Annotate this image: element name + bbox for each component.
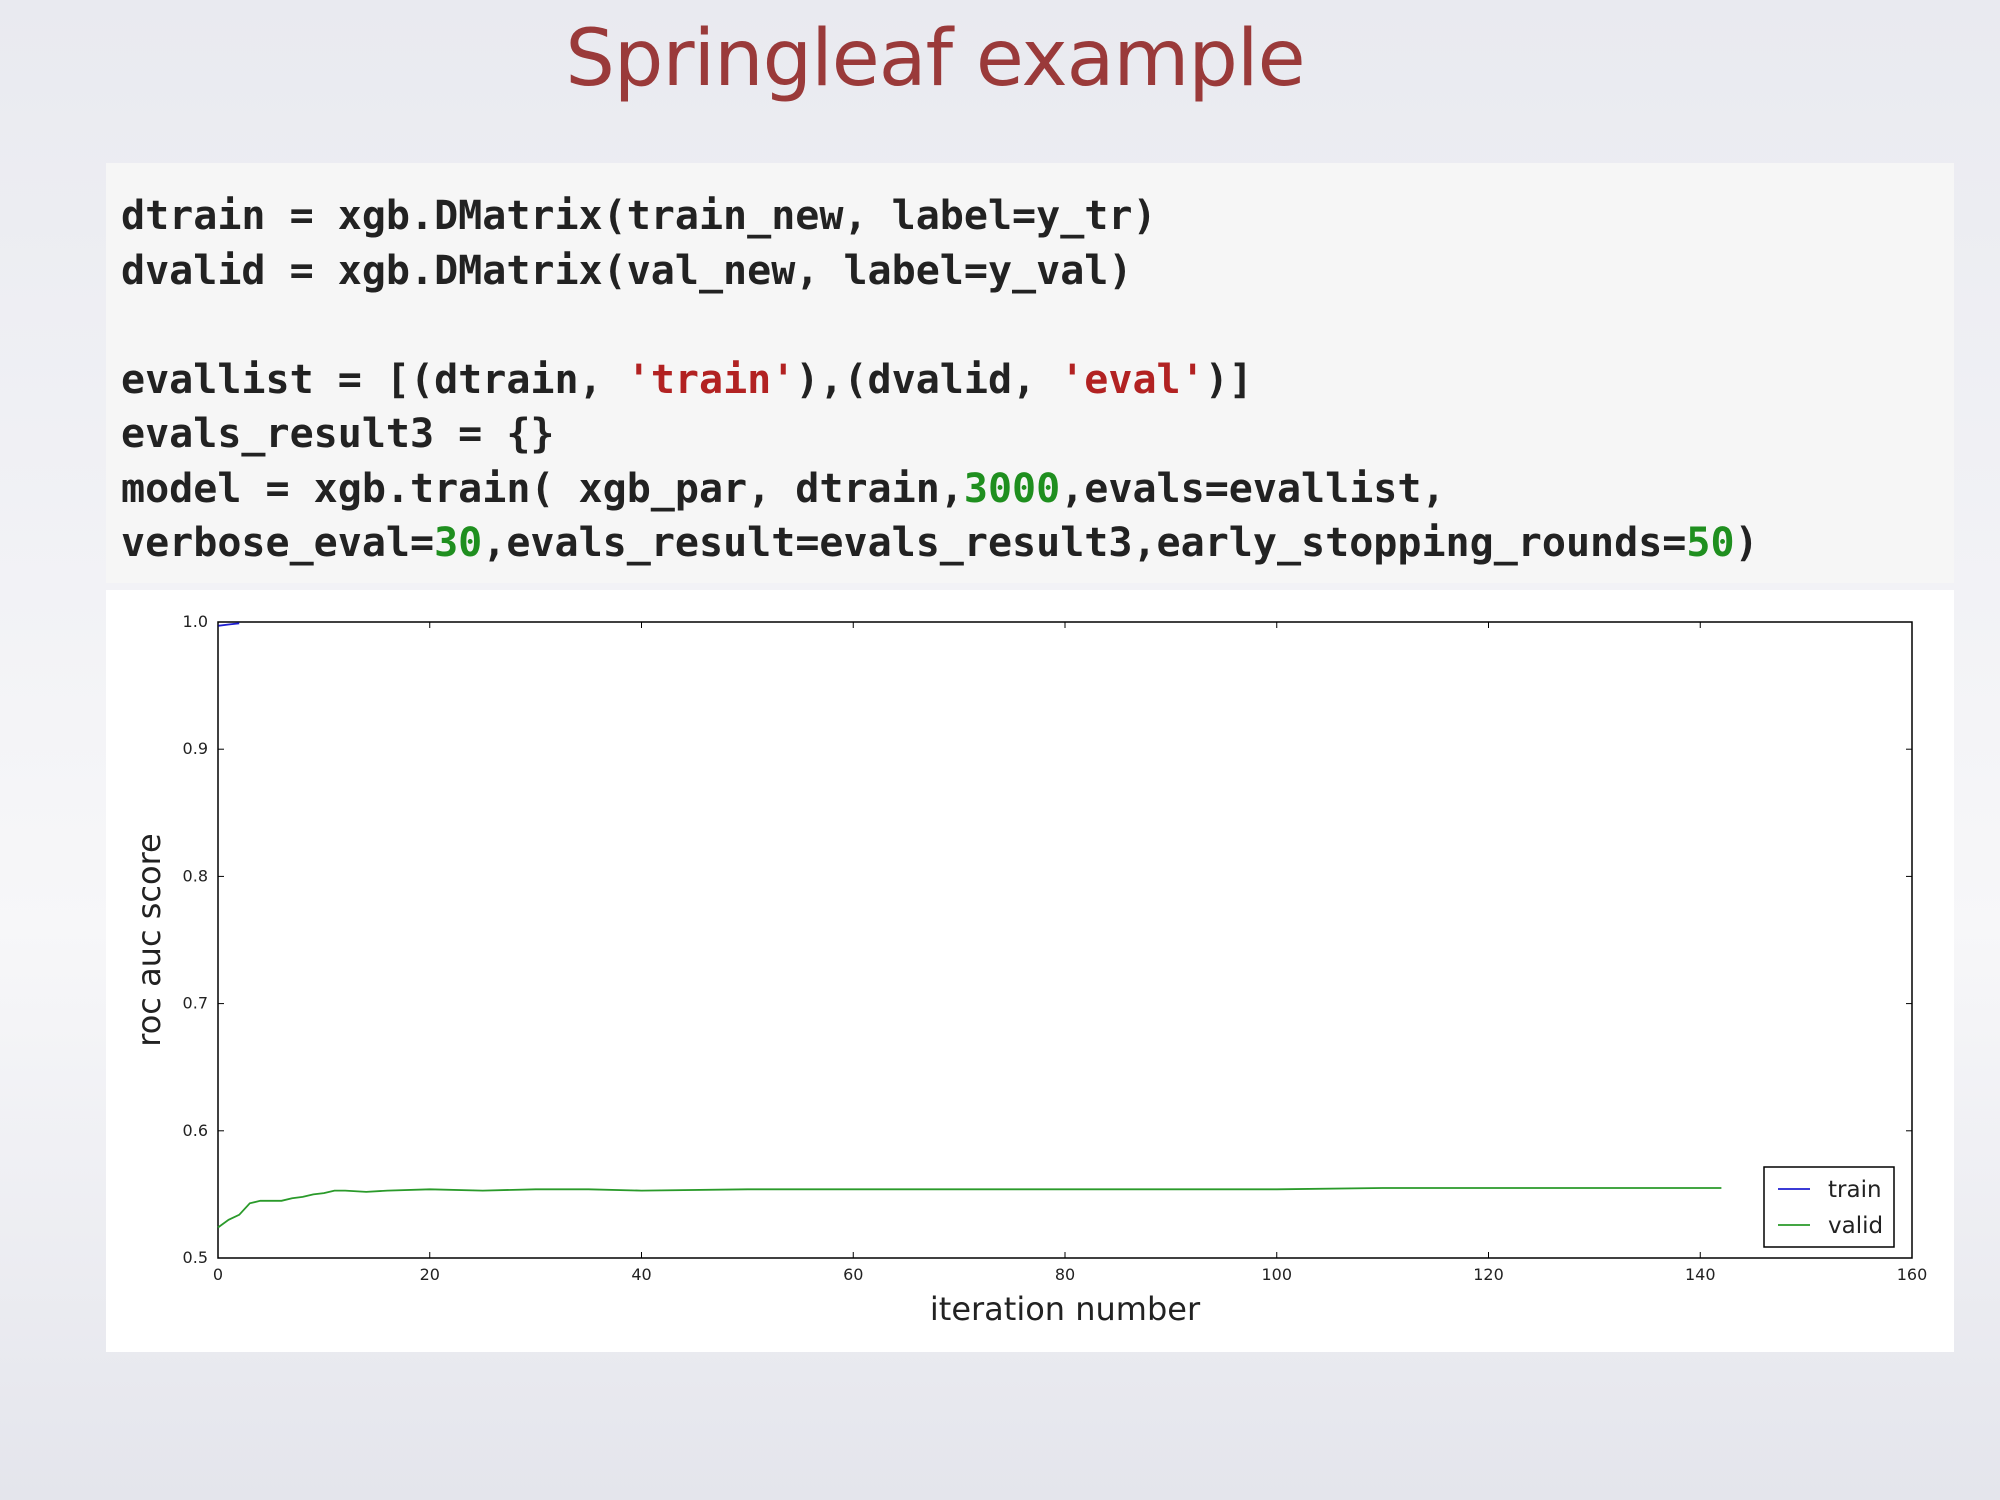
code-text: model = xgb.train( xgb_par, dtrain, xyxy=(121,465,964,512)
x-tick-label: 140 xyxy=(1685,1265,1716,1284)
series-line-train xyxy=(217,622,240,627)
code-block: dtrain = xgb.DMatrix(train_new, label=y_… xyxy=(106,163,1954,583)
x-axis-label: iteration number xyxy=(930,1290,1201,1328)
chart-legend: train valid xyxy=(1763,1166,1895,1248)
tick-layer: 0 20 40 60 80 100 120 140 160 0.5 0.6 0.7 0.8 0.9 1.0 xyxy=(183,612,1928,1284)
x-tick-label: 80 xyxy=(1055,1265,1075,1284)
plot-frame xyxy=(217,621,1913,1259)
x-tick-label: 120 xyxy=(1473,1265,1504,1284)
y-axis-label: roc auc score xyxy=(130,833,168,1046)
legend-label-valid: valid xyxy=(1828,1213,1883,1239)
code-text: ,evals=evallist, xyxy=(1060,465,1446,512)
y-tick-label: 0.7 xyxy=(183,994,208,1013)
code-number-30: 30 xyxy=(434,520,483,566)
x-tick-label: 100 xyxy=(1261,1265,1292,1284)
x-tick-label: 20 xyxy=(420,1265,440,1284)
code-line-3: evallist = [(dtrain, 'train'),(dvalid, '… xyxy=(121,353,1954,408)
code-string-train: 'train' xyxy=(626,356,796,403)
x-tick-label: 40 xyxy=(631,1265,651,1284)
y-tick-label: 0.6 xyxy=(183,1121,208,1140)
chart-panel: 0 20 40 60 80 100 120 140 160 0.5 0.6 0.7 0.8 0.9 1.0 … xyxy=(106,590,1954,1352)
x-tick-label: 60 xyxy=(843,1265,863,1284)
y-tick-label: 0.9 xyxy=(183,739,208,758)
legend-label-train: train xyxy=(1828,1177,1882,1203)
code-string-eval: 'eval' xyxy=(1060,356,1205,403)
y-tick-label: 0.5 xyxy=(183,1248,208,1267)
series-line-valid xyxy=(217,1187,1722,1229)
code-line-2: dvalid = xgb.DMatrix(val_new, label=y_va… xyxy=(121,247,1133,294)
code-number-3000: 3000 xyxy=(963,465,1061,512)
code-line-4: evals_result3 = {} xyxy=(121,411,555,457)
slide-title: Springleaf example xyxy=(565,14,1305,104)
y-tick-label: 0.8 xyxy=(183,866,208,885)
code-text: verbose_eval= xyxy=(121,520,435,566)
legend-frame xyxy=(1763,1166,1895,1248)
code-line-1: dtrain = xgb.DMatrix(train_new, label=y_… xyxy=(121,193,1157,239)
plot-layer xyxy=(217,621,1913,1259)
code-text: evallist = [(dtrain, xyxy=(121,356,627,403)
code-line-blank xyxy=(121,298,1954,353)
x-tick-label: 160 xyxy=(1897,1265,1928,1284)
code-number-50: 50 xyxy=(1686,520,1735,566)
code-line-6: verbose_eval=30,evals_result=evals_resul… xyxy=(121,516,1954,571)
code-line-5: model = xgb.train( xgb_par, dtrain,3000,… xyxy=(121,462,1954,517)
y-tick-label: 1.0 xyxy=(183,612,208,631)
roc-auc-chart: 0 20 40 60 80 100 120 140 1600.50.60.70.80.91.0 … xyxy=(130,612,1928,1328)
x-tick-label: 0 xyxy=(213,1265,223,1284)
code-text: ),(dvalid, xyxy=(795,356,1061,403)
code-text: )] xyxy=(1204,356,1253,403)
code-text: ,evals_result=evals_result3,early_stoppi… xyxy=(482,520,1687,566)
code-text: ) xyxy=(1734,520,1759,566)
